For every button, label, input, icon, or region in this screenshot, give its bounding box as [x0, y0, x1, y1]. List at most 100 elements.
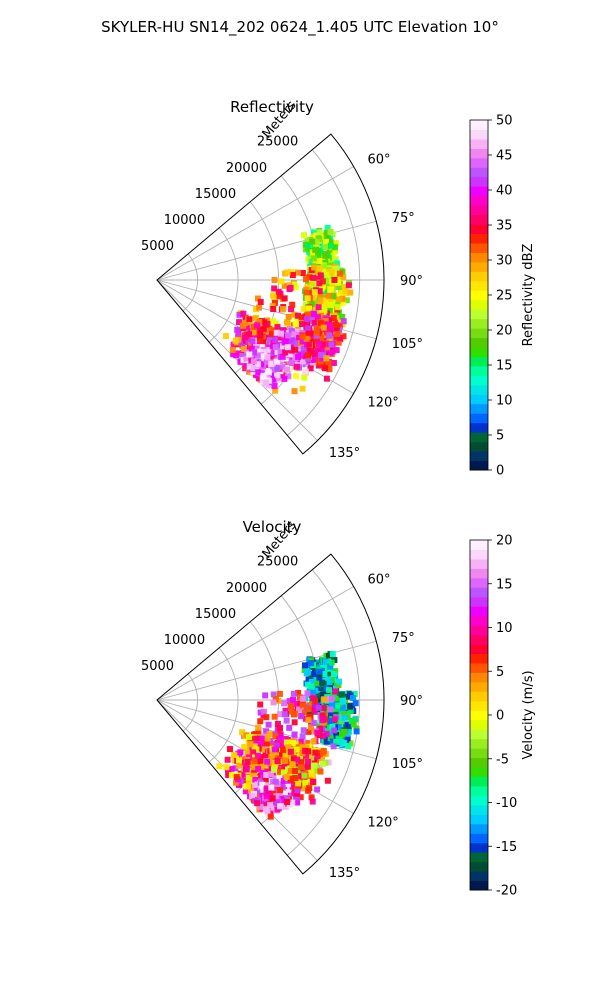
colorbar-swatch — [470, 823, 488, 834]
echo-cell — [252, 776, 259, 783]
angular-tick-label: 90° — [400, 694, 423, 709]
echo-cell — [289, 301, 296, 308]
echo-cell — [233, 774, 240, 781]
echo-cell — [282, 803, 289, 810]
angular-tick-label: 75° — [392, 211, 415, 226]
echo-cell — [288, 775, 295, 782]
echo-cell — [289, 272, 296, 279]
echo-cell — [302, 276, 309, 283]
echo-cell — [271, 713, 278, 720]
echo-cell — [291, 388, 298, 395]
echo-cell — [333, 347, 340, 354]
echo-cell — [302, 779, 309, 786]
echo-cell — [328, 269, 335, 276]
echo-cell — [245, 324, 252, 331]
echo-cell — [325, 759, 332, 766]
echo-cell — [314, 314, 321, 321]
echo-cell — [327, 735, 334, 742]
echo-cell — [325, 254, 332, 261]
range-ring — [286, 149, 361, 436]
echo-cell — [277, 330, 284, 337]
echo-cell — [240, 310, 247, 317]
echo-cell — [273, 358, 280, 365]
echo-cell — [235, 350, 242, 357]
echo-cell — [335, 279, 342, 286]
echo-cell — [305, 676, 312, 683]
echo-cell — [308, 754, 315, 761]
echo-cell — [308, 301, 315, 308]
radial-tick-label: 20000 — [226, 161, 267, 176]
angular-tick-label: 120° — [367, 396, 398, 411]
echo-cell — [284, 269, 291, 276]
echo-cell — [351, 690, 358, 697]
echo-cell — [236, 762, 243, 769]
echo-cell — [271, 766, 278, 773]
echo-cell — [274, 796, 281, 803]
echo-cell — [277, 724, 284, 731]
echo-cell — [291, 331, 298, 338]
echo-cell — [241, 743, 248, 750]
echo-cell — [282, 757, 289, 764]
echo-cell — [262, 806, 269, 813]
echo-cell — [322, 238, 329, 245]
echo-cell — [288, 347, 295, 354]
colorbar-swatch — [470, 653, 488, 664]
colorbar-swatch — [470, 568, 488, 579]
echo-cell — [293, 340, 300, 347]
colorbar-swatch — [470, 871, 488, 882]
echo-cell — [338, 738, 345, 745]
echo-cell — [309, 798, 316, 805]
colorbar-swatch — [470, 634, 488, 645]
echo-cell — [317, 768, 324, 775]
echo-cell — [334, 702, 341, 709]
echo-cell — [328, 302, 335, 309]
echo-cell — [238, 778, 245, 785]
echo-cell — [244, 762, 251, 769]
echo-cell — [247, 765, 254, 772]
echo-cell — [300, 305, 307, 312]
radial-tick-label: 5000 — [141, 659, 174, 674]
angular-tick-label: 60° — [367, 153, 390, 168]
colorbar-swatch — [470, 252, 488, 263]
colorbar-swatch — [470, 729, 488, 740]
echo-cell — [286, 351, 293, 358]
echo-cell — [310, 255, 317, 262]
echo-cell — [315, 304, 322, 311]
echo-cell — [333, 738, 340, 745]
colorbar-swatch — [470, 842, 488, 853]
echo-cell — [240, 322, 247, 329]
echo-cell — [242, 788, 249, 795]
echo-cell — [284, 344, 291, 351]
echo-cell — [292, 774, 299, 781]
echo-cell — [305, 352, 312, 359]
echo-cell — [310, 294, 317, 301]
echo-cell — [322, 659, 329, 666]
colorbar-swatch — [470, 224, 488, 235]
echo-cell — [298, 763, 305, 770]
echo-cell — [298, 773, 305, 780]
echo-cell — [290, 690, 297, 697]
echo-cell — [333, 325, 340, 332]
colorbar-swatch — [470, 710, 488, 721]
echo-cell — [341, 714, 348, 721]
echo-cell — [289, 337, 296, 344]
echo-cell — [300, 727, 307, 734]
colorbar-swatch — [470, 214, 488, 225]
angular-tick-label: 105° — [392, 757, 423, 772]
echo-cell — [305, 728, 312, 735]
echo-cell — [284, 366, 291, 373]
colorbar-swatch — [470, 176, 488, 187]
echo-cell — [317, 725, 324, 732]
echo-cell — [257, 299, 264, 306]
echo-cell — [290, 755, 297, 762]
colorbar-swatch — [470, 700, 488, 711]
echo-cell — [320, 691, 327, 698]
echo-cell — [251, 334, 258, 341]
echo-cell — [303, 335, 310, 342]
echo-cell — [257, 332, 264, 339]
echo-cell — [311, 264, 318, 271]
echo-cell — [268, 784, 275, 791]
echo-cell — [294, 790, 301, 797]
echo-cell — [266, 802, 273, 809]
echo-cell — [340, 318, 347, 325]
